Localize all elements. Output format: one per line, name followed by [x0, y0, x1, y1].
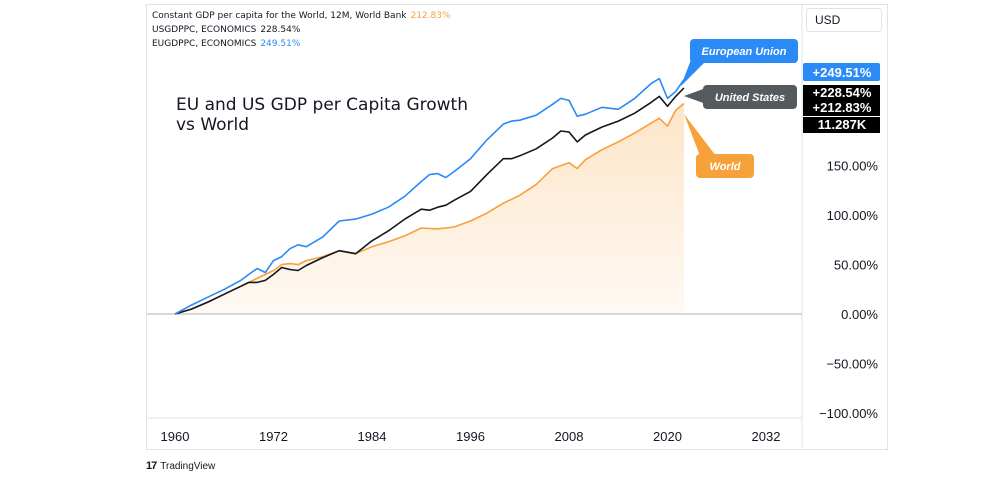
x-tick-label: 1996	[456, 429, 485, 444]
tradingview-branding[interactable]: 17 TradingView	[146, 460, 215, 472]
chart-title-line-2: vs World	[176, 115, 249, 135]
x-tick-label: 2020	[653, 429, 682, 444]
tradingview-logo-icon: 17	[146, 460, 157, 472]
legend-label: USGDPPC, ECONOMICS	[152, 25, 257, 35]
price-label: +212.83%	[813, 100, 872, 115]
annotation-us-pointer	[684, 88, 706, 104]
annotation-world-pointer	[684, 114, 716, 156]
legend-label: Constant GDP per capita for the World, 1…	[152, 11, 407, 21]
series-line-european-union	[174, 77, 685, 315]
price-label-box	[803, 100, 880, 116]
series-line-world	[174, 102, 685, 315]
annotation-eu-label: European Union	[702, 46, 787, 58]
legend-value: 212.83%	[410, 11, 451, 21]
x-tick-label: 1984	[358, 429, 387, 444]
x-tick-label: 1960	[161, 429, 190, 444]
y-tick-label: 0.00%	[841, 307, 878, 322]
legend: Constant GDP per capita for the World, 1…	[152, 9, 451, 51]
annotation-eu-box	[690, 39, 798, 63]
price-label-box	[803, 85, 880, 101]
legend-label: EUGDPPC, ECONOMICS	[152, 39, 257, 49]
price-label: 11.287K	[818, 117, 867, 132]
price-label-box	[803, 63, 880, 81]
y-tick-label: 150.00%	[827, 159, 879, 174]
legend-row-eu[interactable]: EUGDPPC, ECONOMICS 249.51%	[152, 37, 451, 51]
annotation-eu-pointer	[681, 57, 706, 86]
currency-selector[interactable]: USD	[806, 8, 882, 32]
price-label: +249.51%	[813, 65, 872, 80]
price-label: +228.54%	[813, 85, 872, 100]
annotation-world-label: World	[710, 161, 741, 173]
legend-value: 228.54%	[260, 25, 301, 35]
x-tick-label: 2032	[752, 429, 781, 444]
y-tick-label: 100.00%	[827, 208, 879, 223]
annotation-us-box	[703, 85, 797, 109]
legend-row-us[interactable]: USGDPPC, ECONOMICS 228.54%	[152, 23, 451, 37]
series-area-world	[175, 103, 684, 314]
branding-label: TradingView	[160, 460, 216, 472]
annotation-world-box	[696, 154, 754, 178]
y-tick-label: −100.00%	[819, 406, 878, 421]
legend-row-world[interactable]: Constant GDP per capita for the World, 1…	[152, 9, 451, 23]
chart-title-line-1: EU and US GDP per Capita Growth	[176, 95, 468, 115]
price-label-box	[803, 117, 880, 133]
series-line-united-states	[174, 87, 685, 315]
x-tick-label: 2008	[555, 429, 584, 444]
y-tick-label: 50.00%	[834, 258, 879, 273]
x-tick-label: 1972	[259, 429, 288, 444]
y-tick-label: −50.00%	[826, 356, 878, 371]
legend-value: 249.51%	[260, 39, 301, 49]
annotation-us-label: United States	[715, 92, 785, 104]
